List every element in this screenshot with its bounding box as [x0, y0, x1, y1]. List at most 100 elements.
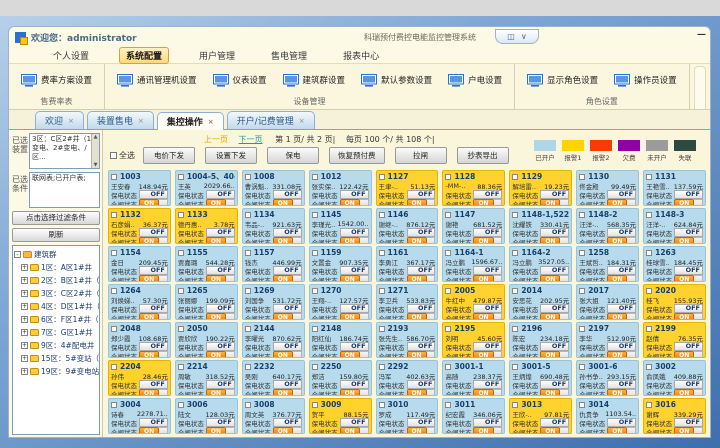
- power-keep-off-toggle[interactable]: OFF: [272, 342, 302, 351]
- switch-on-toggle[interactable]: ON: [607, 351, 628, 357]
- power-keep-off-toggle[interactable]: OFF: [139, 342, 168, 351]
- card-checkbox[interactable]: [311, 325, 318, 332]
- switch-on-toggle[interactable]: ON: [540, 389, 561, 395]
- switch-on-toggle[interactable]: ON: [339, 199, 360, 205]
- scroll-down-icon[interactable]: ▼: [93, 161, 98, 168]
- power-keep-off-toggle[interactable]: OFF: [607, 380, 637, 389]
- tab-close-icon[interactable]: ×: [68, 116, 74, 125]
- switch-on-toggle[interactable]: ON: [272, 351, 293, 357]
- tree-node[interactable]: + 3区：C区2#井（1: [21, 289, 100, 298]
- card-checkbox[interactable]: [177, 401, 184, 408]
- card-checkbox[interactable]: [311, 363, 318, 370]
- switch-on-toggle[interactable]: ON: [674, 313, 695, 319]
- ribbon-button[interactable]: 操作员设置: [614, 73, 677, 87]
- card-checkbox[interactable]: [445, 173, 452, 180]
- card-checkbox[interactable]: [445, 211, 452, 218]
- power-keep-off-toggle[interactable]: OFF: [674, 418, 703, 427]
- document-tab[interactable]: 开户/记费管理 ×: [226, 111, 315, 129]
- power-keep-off-toggle[interactable]: OFF: [540, 228, 570, 237]
- card-checkbox[interactable]: [111, 287, 117, 294]
- power-keep-off-toggle[interactable]: OFF: [272, 190, 302, 199]
- refresh-button[interactable]: 刷新: [12, 228, 100, 242]
- card-checkbox[interactable]: [579, 173, 586, 180]
- power-keep-off-toggle[interactable]: OFF: [540, 266, 570, 275]
- power-keep-off-toggle[interactable]: OFF: [339, 380, 369, 389]
- card-checkbox[interactable]: [445, 287, 452, 294]
- switch-on-toggle[interactable]: ON: [205, 199, 226, 205]
- card-checkbox[interactable]: [244, 211, 251, 218]
- card-checkbox[interactable]: [311, 173, 318, 180]
- switch-on-toggle[interactable]: ON: [339, 275, 360, 281]
- document-tab[interactable]: 欢迎 ×: [35, 111, 84, 129]
- card-checkbox[interactable]: [646, 325, 653, 332]
- card-checkbox[interactable]: [378, 211, 385, 218]
- power-keep-off-toggle[interactable]: OFF: [674, 190, 703, 199]
- switch-on-toggle[interactable]: ON: [205, 389, 226, 395]
- card-checkbox[interactable]: [311, 287, 318, 294]
- card-checkbox[interactable]: [378, 249, 385, 256]
- card-checkbox[interactable]: [512, 211, 519, 218]
- switch-on-toggle[interactable]: ON: [339, 427, 360, 433]
- switch-on-toggle[interactable]: ON: [473, 237, 494, 243]
- switch-on-toggle[interactable]: ON: [540, 199, 561, 205]
- power-keep-off-toggle[interactable]: OFF: [272, 228, 302, 237]
- power-keep-off-toggle[interactable]: OFF: [607, 190, 637, 199]
- card-checkbox[interactable]: [111, 401, 117, 408]
- power-keep-off-toggle[interactable]: OFF: [473, 304, 503, 313]
- tree-node[interactable]: + 7区：G区1#井: [21, 328, 93, 337]
- card-checkbox[interactable]: [579, 363, 586, 370]
- card-checkbox[interactable]: [646, 287, 653, 294]
- expand-icon[interactable]: +: [21, 342, 28, 349]
- card-checkbox[interactable]: [244, 363, 251, 370]
- card-checkbox[interactable]: [111, 249, 117, 256]
- switch-on-toggle[interactable]: ON: [607, 237, 628, 243]
- card-checkbox[interactable]: [378, 173, 385, 180]
- card-checkbox[interactable]: [646, 173, 653, 180]
- switch-on-toggle[interactable]: ON: [339, 351, 360, 357]
- tab-close-icon[interactable]: ×: [298, 116, 305, 125]
- power-keep-off-toggle[interactable]: OFF: [406, 342, 436, 351]
- card-checkbox[interactable]: [177, 325, 184, 332]
- power-keep-off-toggle[interactable]: OFF: [540, 190, 570, 199]
- switch-on-toggle[interactable]: ON: [205, 275, 226, 281]
- power-keep-off-toggle[interactable]: OFF: [607, 228, 637, 237]
- power-keep-off-toggle[interactable]: OFF: [205, 380, 235, 389]
- card-checkbox[interactable]: [512, 287, 519, 294]
- power-keep-off-toggle[interactable]: OFF: [607, 266, 637, 275]
- dropdown-icon[interactable]: ∨: [520, 32, 527, 41]
- switch-on-toggle[interactable]: ON: [674, 389, 695, 395]
- switch-on-toggle[interactable]: ON: [674, 427, 695, 433]
- switch-on-toggle[interactable]: ON: [139, 389, 160, 395]
- card-checkbox[interactable]: [311, 401, 318, 408]
- tree-node[interactable]: + 2区：B区1#井（B区: [21, 276, 100, 285]
- select-all[interactable]: 全选: [110, 150, 135, 161]
- expand-icon[interactable]: +: [21, 355, 28, 362]
- switch-on-toggle[interactable]: ON: [272, 275, 293, 281]
- card-checkbox[interactable]: [445, 363, 452, 370]
- toolbar-button[interactable]: 拉闸: [394, 147, 447, 164]
- expand-icon[interactable]: +: [21, 329, 28, 336]
- expand-icon[interactable]: +: [21, 368, 28, 375]
- switch-on-toggle[interactable]: ON: [272, 389, 293, 395]
- ribbon-button[interactable]: 户电设置: [448, 73, 502, 87]
- selected-filter-box[interactable]: 联网表;已开户表;: [29, 172, 100, 208]
- switch-on-toggle[interactable]: ON: [473, 351, 494, 357]
- power-keep-off-toggle[interactable]: OFF: [473, 342, 503, 351]
- tree-node[interactable]: + 9区：4#配电井（4: [21, 341, 99, 350]
- ribbon-button[interactable]: 默认参数设置: [361, 73, 432, 87]
- expand-icon[interactable]: +: [21, 277, 28, 284]
- expand-icon[interactable]: +: [21, 316, 28, 323]
- card-checkbox[interactable]: [512, 173, 519, 180]
- tab-close-icon[interactable]: ×: [207, 117, 214, 126]
- switch-on-toggle[interactable]: ON: [272, 313, 293, 319]
- power-keep-off-toggle[interactable]: OFF: [139, 190, 168, 199]
- switch-on-toggle[interactable]: ON: [139, 313, 160, 319]
- switch-on-toggle[interactable]: ON: [406, 427, 427, 433]
- power-keep-off-toggle[interactable]: OFF: [607, 342, 637, 351]
- device-box-scrollbar[interactable]: ▲ ▼: [91, 134, 99, 168]
- switch-on-toggle[interactable]: ON: [339, 237, 360, 243]
- card-checkbox[interactable]: [111, 173, 117, 180]
- power-keep-off-toggle[interactable]: OFF: [607, 418, 637, 427]
- switch-on-toggle[interactable]: ON: [205, 313, 226, 319]
- switch-on-toggle[interactable]: ON: [473, 389, 494, 395]
